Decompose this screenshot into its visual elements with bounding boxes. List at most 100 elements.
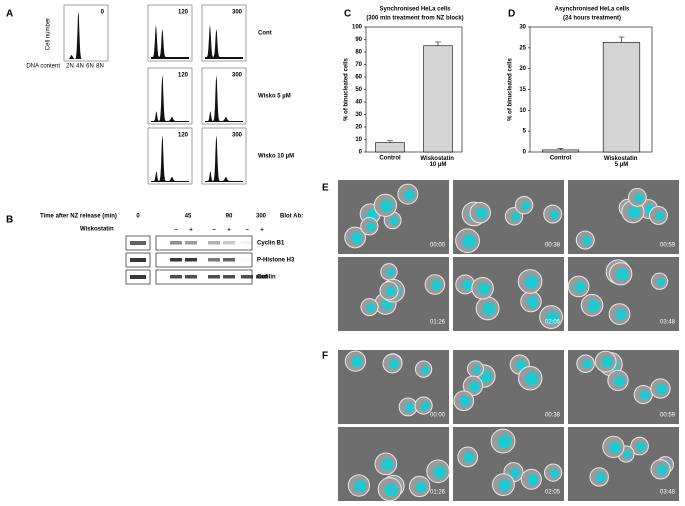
label-line: Wiskostatin	[420, 156, 455, 162]
nucleus	[545, 310, 559, 324]
nucleus	[614, 308, 627, 320]
y-axis-label: % of binucleated cells	[344, 57, 350, 120]
nucleus	[385, 285, 395, 296]
x-tick-label: 8N	[96, 64, 104, 70]
nucleus	[595, 471, 606, 483]
row-label: Wisko 5 µM	[258, 94, 291, 100]
panel-label: A	[6, 9, 13, 20]
y-tick-label: 0	[523, 150, 527, 156]
y-tick-label: 15	[519, 87, 526, 93]
band	[185, 258, 197, 262]
nucleus	[463, 451, 475, 463]
nucleus	[403, 188, 415, 200]
treatment-sign: +	[227, 228, 231, 234]
chart-title: Synchronised HeLa cells	[379, 7, 451, 13]
time-label: 120	[178, 73, 189, 79]
nucleus	[510, 211, 520, 222]
nucleus	[622, 449, 632, 459]
bar	[375, 142, 405, 153]
time-label: 300	[256, 214, 267, 220]
bar	[423, 45, 453, 153]
timestamp: 02:05	[545, 490, 561, 496]
histogram	[205, 25, 243, 60]
panel-label: F	[322, 351, 328, 362]
y-tick-label: 80	[355, 50, 362, 56]
histogram	[205, 135, 243, 182]
timestamp: 03:48	[660, 320, 676, 326]
timestamp: 03:48	[660, 490, 676, 496]
error-bar	[557, 148, 564, 150]
y-tick-label: 70	[355, 62, 362, 68]
y-tick-label: 30	[519, 25, 526, 31]
band	[223, 275, 235, 279]
y-tick-label: 30	[355, 112, 362, 118]
band	[170, 241, 182, 245]
band	[185, 275, 197, 279]
x-tick-label: 2N	[66, 64, 74, 70]
histogram	[151, 135, 189, 182]
nucleus	[627, 205, 641, 219]
panel-label: C	[344, 9, 351, 20]
time-label: 120	[178, 133, 189, 139]
y-tick-label: 10	[355, 137, 362, 143]
y-tick-label: 10	[519, 108, 526, 114]
nucleus	[515, 359, 527, 370]
timestamp: 00:59	[660, 413, 676, 419]
timestamp: 00:00	[430, 243, 446, 249]
nucleus	[639, 389, 650, 400]
chart-subtitle: (300 min treatment from NZ block)	[366, 16, 463, 22]
label-line: Wiskostatin	[604, 156, 639, 162]
timestamp: 00:59	[660, 243, 676, 249]
histogram	[205, 75, 243, 122]
band	[223, 258, 235, 262]
bar	[602, 42, 641, 153]
nucleus	[526, 295, 538, 308]
y-tick-label: 40	[355, 100, 362, 106]
treatment-sign: −	[245, 228, 249, 234]
antibody-label: Cofilin	[257, 275, 276, 281]
x-tick-label: 4N	[76, 64, 84, 70]
nucleus	[430, 279, 442, 290]
nucleus	[379, 198, 393, 212]
axis-label: Cell number	[46, 18, 52, 50]
nucleus	[613, 374, 625, 387]
time-label: 300	[232, 73, 243, 79]
band	[208, 258, 220, 262]
time-label: 0	[136, 214, 140, 220]
nucleus	[524, 274, 538, 289]
time-label: 300	[232, 10, 243, 16]
panel-label: D	[508, 9, 515, 20]
chart-subtitle: (24 hours treatment)	[563, 16, 621, 22]
nucleus	[526, 473, 538, 485]
y-axis-label: % of binucleated cells	[508, 57, 514, 120]
time-label: 300	[232, 133, 243, 139]
time-label: 0	[101, 10, 105, 16]
x-tick-label: Control	[379, 156, 401, 162]
timestamp: 00:38	[545, 243, 561, 249]
nucleus	[468, 380, 480, 392]
timestamp: 02:05	[545, 320, 561, 326]
nucleus	[581, 358, 592, 369]
blot-frame	[155, 252, 253, 268]
antibody-label: P-Histone H3	[257, 258, 295, 264]
nucleus	[656, 383, 667, 394]
x-tick-label: 6N	[86, 64, 94, 70]
nucleus	[432, 464, 446, 478]
x-tick-label: Wiskostatin 5 µM	[604, 156, 639, 168]
nucleus	[524, 371, 539, 386]
histogram	[151, 25, 189, 60]
treatment-sign: +	[260, 228, 264, 234]
nucleus	[656, 277, 665, 286]
histogram-frame	[63, 4, 109, 62]
band	[170, 258, 182, 262]
time-label: 90	[226, 214, 233, 220]
antibody-label: Cyclin B1	[257, 241, 285, 247]
nucleus	[472, 364, 481, 374]
nucleus	[498, 478, 511, 491]
x-tick-label: Wiskostatin 10 µM	[420, 156, 455, 168]
y-tick-label: 0	[359, 150, 363, 156]
nucleus	[573, 280, 586, 293]
nucleus	[615, 267, 629, 281]
band	[185, 241, 197, 245]
